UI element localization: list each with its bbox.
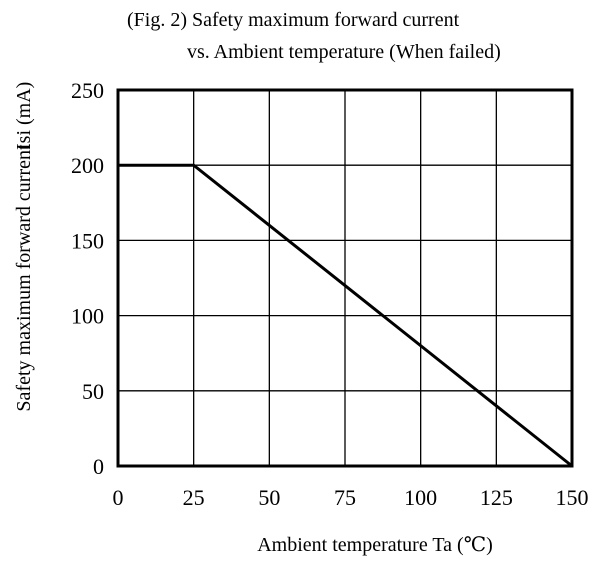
x-axis-label: Ambient temperature Ta (℃) xyxy=(257,534,493,556)
grid-lines xyxy=(118,90,572,466)
y-tick-label: 250 xyxy=(71,78,104,103)
x-tick-label: 0 xyxy=(113,485,124,510)
x-tick-label: 75 xyxy=(334,485,356,510)
x-tick-label: 125 xyxy=(480,485,513,510)
y-axis-unit-label: Isi (mA) xyxy=(13,82,35,150)
x-tick-label: 150 xyxy=(556,485,589,510)
y-axis-label: Safety maximum forward current xyxy=(13,144,35,412)
plot-border xyxy=(116,88,574,468)
series-lines xyxy=(118,163,573,468)
chart-title: (Fig. 2) Safety maximum forward current xyxy=(127,9,460,31)
y-tick-label: 100 xyxy=(71,304,104,329)
chart-subtitle: vs. Ambient temperature (When failed) xyxy=(187,41,501,63)
y-tick-labels: 0 50 100 150 200 250 xyxy=(71,78,104,479)
y-tick-label: 0 xyxy=(93,454,104,479)
y-tick-label: 200 xyxy=(71,153,104,178)
y-tick-label: 150 xyxy=(71,228,104,253)
plot-frame xyxy=(116,88,574,468)
x-tick-label: 50 xyxy=(258,485,280,510)
y-tick-label: 50 xyxy=(82,379,104,404)
x-tick-labels: 0 25 50 75 100 125 150 xyxy=(113,485,589,510)
x-tick-label: 100 xyxy=(404,485,437,510)
series-line xyxy=(118,163,573,468)
x-tick-label: 25 xyxy=(183,485,205,510)
